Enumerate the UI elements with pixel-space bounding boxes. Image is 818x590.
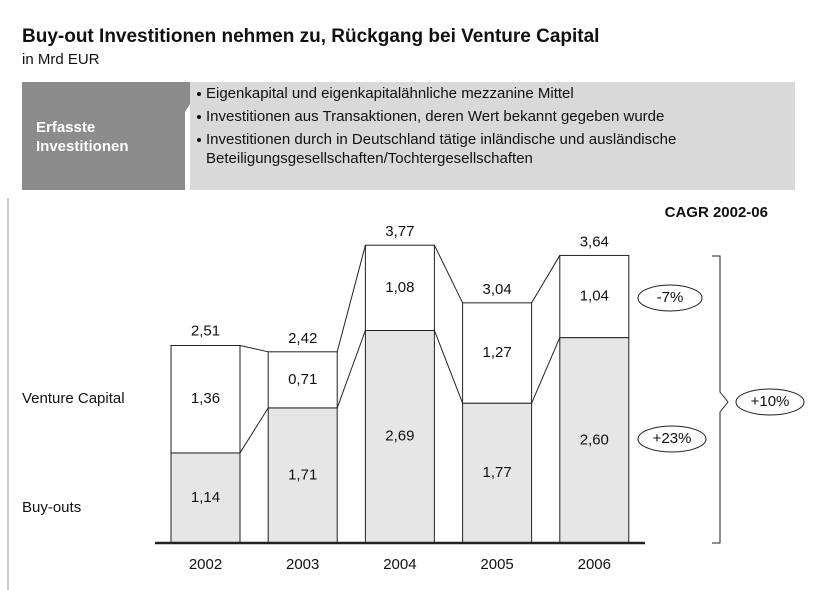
subtitle: in Mrd EUR — [22, 51, 100, 68]
connector — [531, 255, 561, 304]
connector — [433, 330, 464, 404]
bar-segment — [364, 244, 435, 331]
legend-label: Venture Capital — [22, 390, 125, 407]
label-box — [22, 82, 190, 190]
total-label: 3,77 — [385, 223, 414, 240]
value-label: 1,08 — [385, 279, 414, 296]
value-label: 1,36 — [191, 390, 220, 407]
value-label: 1,14 — [191, 489, 220, 506]
bullet-dot — [197, 92, 201, 96]
bullet-text: Investitionen durch in Deutschland tätig… — [206, 131, 677, 167]
x-tick-label: 2005 — [480, 556, 513, 573]
connector — [239, 345, 269, 353]
connector — [336, 245, 366, 352]
bar-segment — [267, 407, 338, 544]
legend-label: Buy-outs — [22, 499, 81, 516]
cagr-total-oval — [735, 388, 805, 416]
value-label: 0,71 — [288, 371, 317, 388]
total-label: 2,51 — [191, 323, 220, 340]
bullet-list: Eigenkapital und eigenkapitalähnliche me… — [196, 84, 791, 172]
bar-segment — [170, 452, 241, 544]
connector — [433, 244, 464, 304]
connector — [531, 337, 561, 404]
cagr-title: CAGR 2002-06 — [665, 204, 768, 221]
value-label: 2,60 — [580, 431, 609, 448]
bullet-dot — [197, 115, 201, 119]
cagr-total: +10% — [751, 393, 790, 410]
bullet: Investitionen durch in Deutschland tätig… — [196, 130, 791, 168]
value-label: 1,27 — [482, 344, 511, 361]
cagr-vc-oval — [637, 284, 703, 312]
bullet: Investitionen aus Transaktionen, deren W… — [196, 107, 791, 126]
bar-segment — [559, 254, 630, 339]
cagr-buyouts: +23% — [653, 430, 692, 447]
bar-segment — [364, 329, 435, 544]
cagr-vc: -7% — [657, 289, 684, 306]
bullet: Eigenkapital und eigenkapitalähnliche me… — [196, 84, 791, 103]
connector — [239, 407, 269, 454]
total-label: 3,64 — [580, 233, 609, 250]
x-tick-label: 2002 — [189, 556, 222, 573]
bullet-box — [190, 82, 795, 190]
cagr-buyouts-oval — [637, 425, 707, 453]
total-label: 3,04 — [482, 281, 511, 298]
bar-segment — [462, 302, 533, 404]
bullet-text: Investitionen aus Transaktionen, deren W… — [206, 108, 665, 125]
connector — [336, 330, 366, 409]
title: Buy-out Investitionen nehmen zu, Rückgan… — [22, 26, 600, 47]
bar-segment — [267, 351, 338, 409]
x-tick-label: 2003 — [286, 556, 319, 573]
x-tick-label: 2006 — [578, 556, 611, 573]
bar-segment — [559, 337, 630, 544]
total-label: 2,42 — [288, 330, 317, 347]
bullet-text: Eigenkapital und eigenkapitalähnliche me… — [206, 85, 574, 102]
x-tick-label: 2004 — [383, 556, 416, 573]
value-label: 1,77 — [482, 464, 511, 481]
value-label: 1,04 — [580, 287, 609, 304]
bar-segment — [462, 402, 533, 544]
bar-segment — [170, 345, 241, 454]
box-label: Erfasste Investitionen — [36, 119, 129, 155]
value-label: 2,69 — [385, 428, 414, 445]
brace — [712, 255, 729, 544]
value-label: 1,71 — [288, 466, 317, 483]
bullet-dot — [197, 138, 201, 142]
